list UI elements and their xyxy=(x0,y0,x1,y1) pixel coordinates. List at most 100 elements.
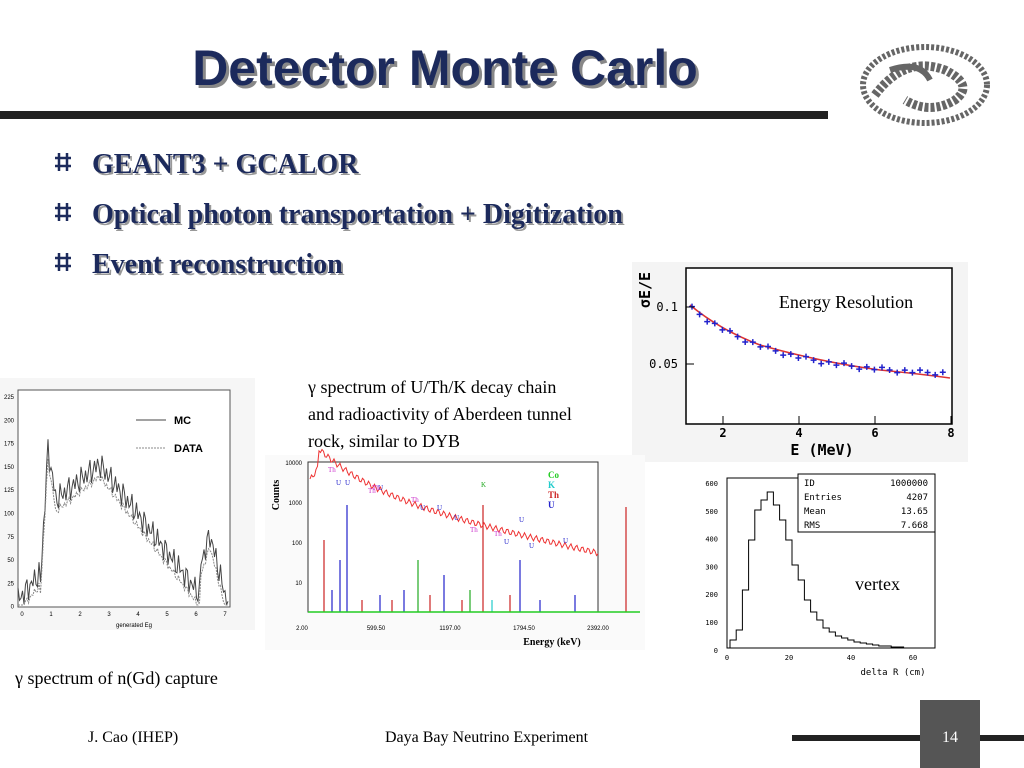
point xyxy=(704,318,711,325)
x-tick-label: 4 xyxy=(136,612,140,618)
caption: γ spectrum of U/Th/K decay chain xyxy=(307,377,556,397)
stats-value: 13.65 xyxy=(901,507,928,517)
point xyxy=(772,347,779,354)
logo xyxy=(860,44,990,126)
peak-label: Th xyxy=(411,496,419,504)
point xyxy=(886,367,893,374)
legend-label: DATA xyxy=(174,443,203,455)
y-tick-label: 100 xyxy=(292,541,303,547)
legend-label: Th xyxy=(548,490,559,500)
y-tick-label: 1000 xyxy=(289,501,303,507)
gd-figure: MC DATA generated Eg 2252001751501251007… xyxy=(0,378,255,630)
bullet-text: Event reconstruction xyxy=(92,249,343,280)
footer-event: Daya Bay Neutrino Experiment xyxy=(385,729,589,746)
x-tick-label: 4 xyxy=(795,426,802,440)
x-tick-label: 3 xyxy=(107,612,111,618)
legend-label: Co xyxy=(548,470,559,480)
point xyxy=(765,343,771,350)
peak-label: U xyxy=(504,538,509,546)
point xyxy=(856,366,863,373)
page-number: 14 xyxy=(942,729,958,746)
y-tick-label: 150 xyxy=(4,465,15,471)
x-axis-label: delta R (cm) xyxy=(860,668,925,678)
point xyxy=(894,369,901,376)
x-tick-label: 6 xyxy=(871,426,878,440)
y-tick-label: 50 xyxy=(7,558,14,564)
x-tick-label: 1197.00 xyxy=(439,626,461,632)
peak-label: U xyxy=(519,516,524,524)
point xyxy=(879,364,885,371)
point xyxy=(810,357,817,364)
legend-label: MC xyxy=(174,415,191,427)
legend-label: K xyxy=(548,480,555,490)
resolution-figure: Energy Resolution σE/E E (MeV) 0.1 0.05 2 4… xyxy=(632,262,968,462)
y-tick-label: 200 xyxy=(705,591,718,599)
stats-value: 7.668 xyxy=(901,521,928,531)
peak-label: U xyxy=(336,479,341,487)
figure-label: vertex xyxy=(855,574,900,594)
plot-frame xyxy=(685,267,953,425)
y-axis-label: Counts xyxy=(271,480,282,511)
x-tick-label: 20 xyxy=(785,654,793,662)
peak-label: Th xyxy=(328,466,336,474)
point xyxy=(795,354,802,361)
plot-frame xyxy=(17,389,231,608)
point xyxy=(780,352,787,359)
x-axis-label: Energy (keV) xyxy=(523,637,581,648)
stats-box xyxy=(797,473,936,533)
legend: Energy Resolution xyxy=(779,292,913,312)
stats-value: 1000000 xyxy=(890,479,928,489)
caption: γ spectrum of n(Gd) capture xyxy=(14,668,218,689)
x-tick-label: 40 xyxy=(847,654,855,662)
point xyxy=(749,339,756,346)
page-box xyxy=(920,700,980,768)
point xyxy=(711,320,718,327)
peak-label: Th xyxy=(494,530,502,538)
bullet-icon xyxy=(55,203,71,221)
y-tick-label: 0 xyxy=(714,647,718,655)
peak-label: Th xyxy=(470,526,478,534)
y-tick-label: 400 xyxy=(705,536,718,544)
peak-label: U xyxy=(378,484,383,492)
bullet-shadow: GEANT3 + GCALOR xyxy=(94,151,361,182)
peak-label: U xyxy=(454,514,459,522)
bullet-glyph xyxy=(55,203,71,221)
plot-frame xyxy=(307,461,599,613)
y-tick-label: 10000 xyxy=(285,461,302,467)
peak-label: U xyxy=(563,537,568,545)
title-shadow: Detector Monte Carlo xyxy=(195,43,701,99)
peak-label: K xyxy=(481,481,486,489)
point xyxy=(917,367,923,374)
peak-label: U xyxy=(345,479,350,487)
data-curve xyxy=(18,458,228,606)
x-tick-label: 2.00 xyxy=(296,626,308,632)
peak-label: U xyxy=(437,504,442,512)
title: Detector Monte Carlo xyxy=(192,40,698,96)
stats-value: 4207 xyxy=(906,493,928,503)
stats-key: Mean xyxy=(804,507,826,517)
point xyxy=(871,366,878,373)
point xyxy=(901,367,908,374)
x-axis-label: generated Eg xyxy=(116,623,152,629)
bullet-shadow: Event reconstruction xyxy=(94,251,345,282)
y-tick-label: 25 xyxy=(7,581,14,587)
caption: and radioactivity of Aberdeen tunnel xyxy=(308,404,572,424)
y-tick-label: 0.1 xyxy=(656,300,678,314)
bullet-icon xyxy=(55,253,71,271)
y-tick-label: 500 xyxy=(705,508,718,516)
y-tick-label: 125 xyxy=(4,488,15,494)
point xyxy=(841,360,847,367)
peak-label: U xyxy=(420,504,425,512)
peak-label: U xyxy=(529,542,534,550)
point xyxy=(924,369,931,376)
point xyxy=(803,353,809,360)
x-tick-label: 2 xyxy=(78,612,82,618)
bullet-text: Optical photon transportation + Digitiza… xyxy=(92,199,623,230)
x-tick-label: 1 xyxy=(49,612,53,618)
point xyxy=(696,311,703,318)
point xyxy=(932,371,939,378)
title-rule xyxy=(0,111,828,119)
y-tick-label: 100 xyxy=(4,512,15,518)
caption: rock, similar to DYB xyxy=(308,431,460,451)
